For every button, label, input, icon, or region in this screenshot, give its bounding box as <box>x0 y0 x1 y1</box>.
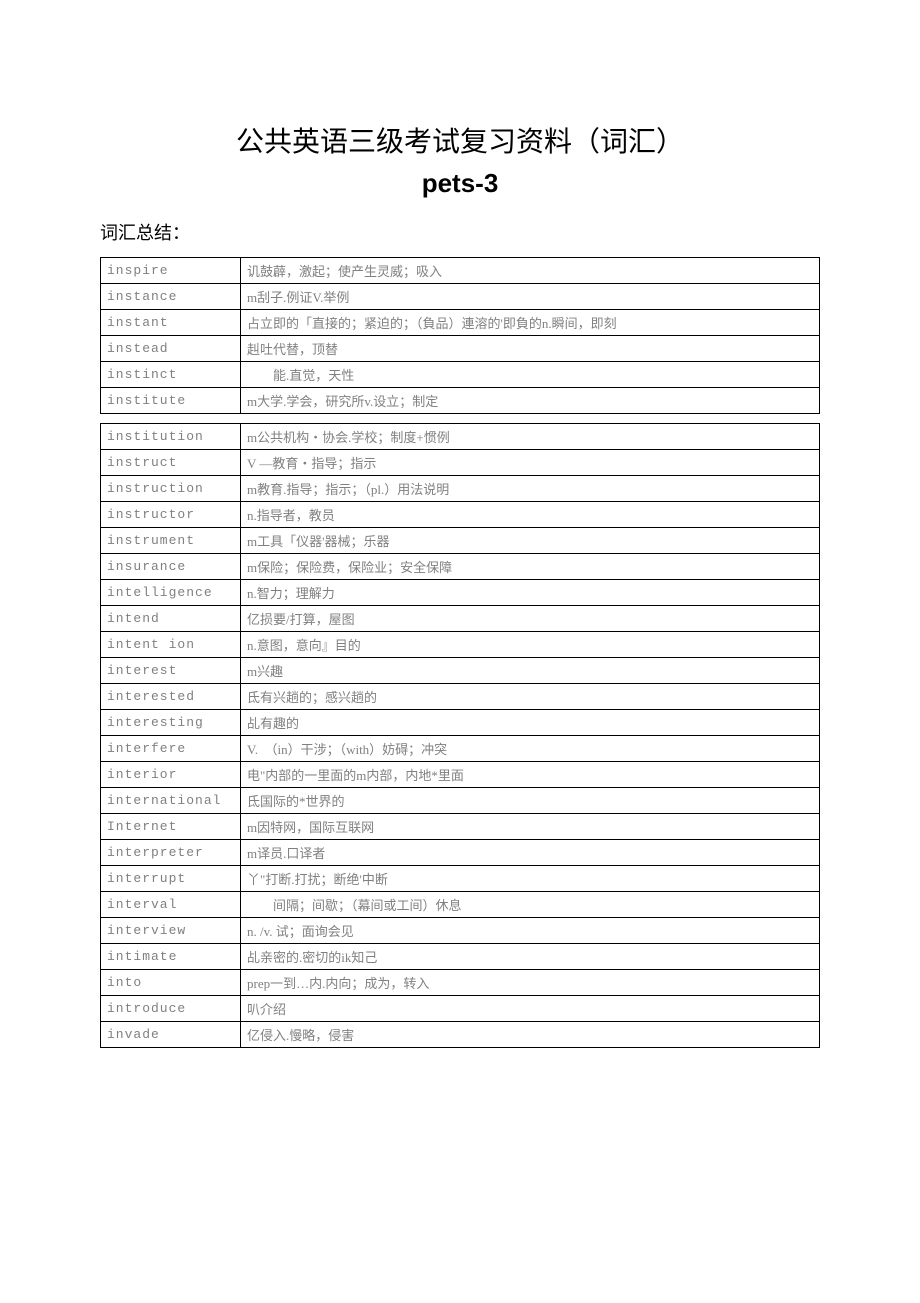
table-row: interfereV. （in）干涉；（with）妨碍；冲突 <box>101 736 820 762</box>
definition-cell: m公共机构・协会.学校；制度+惯例 <box>241 424 820 450</box>
word-cell: inspire <box>101 258 241 284</box>
page-title: 公共英语三级考试复习资料（词汇） <box>100 120 820 160</box>
table-row: instancem刮子.例证V.举例 <box>101 284 820 310</box>
word-cell: interval <box>101 892 241 918</box>
definition-cell: 亿损要/打算，屋图 <box>241 606 820 632</box>
definition-cell: V ―教育・指导；指示 <box>241 450 820 476</box>
definition-cell: 氐国际的*世界的 <box>241 788 820 814</box>
word-cell: intend <box>101 606 241 632</box>
definition-cell: 叭介绍 <box>241 996 820 1022</box>
definition-cell: 讥鼓薜，激起；使产生灵威；吸入 <box>241 258 820 284</box>
table-row: instructorn.指导者，教员 <box>101 502 820 528</box>
table-row: inspire讥鼓薜，激起；使产生灵威；吸入 <box>101 258 820 284</box>
vocabulary-table: inspire讥鼓薜，激起；使产生灵威；吸入instancem刮子.例证V.举例… <box>100 257 820 1048</box>
table-row: interested氐有兴趟的；感兴趟的 <box>101 684 820 710</box>
word-cell: instinct <box>101 362 241 388</box>
word-cell: interested <box>101 684 241 710</box>
definition-cell: m因特网，国际互联网 <box>241 814 820 840</box>
definition-cell: V. （in）干涉；（with）妨碍；冲突 <box>241 736 820 762</box>
table-row: instrumentm工具「仪器'器械；乐器 <box>101 528 820 554</box>
table-row: introduce叭介绍 <box>101 996 820 1022</box>
table-row: interrupt丫"打断.打扰；断绝'中断 <box>101 866 820 892</box>
table-row: institutem大学.学会，研究所v.设立；制定 <box>101 388 820 414</box>
table-row: interval 间隔；间歇；（幕间或工间）休息 <box>101 892 820 918</box>
definition-cell: 赳吐代替，顶替 <box>241 336 820 362</box>
word-cell: intelligence <box>101 580 241 606</box>
definition-cell: n.智力；理解力 <box>241 580 820 606</box>
word-cell: instruct <box>101 450 241 476</box>
word-cell: interest <box>101 658 241 684</box>
table-row: institutionm公共机构・协会.学校；制度+惯例 <box>101 424 820 450</box>
table-row: intimate乩亲密的.密切的ik知己 <box>101 944 820 970</box>
word-cell: invade <box>101 1022 241 1048</box>
table-row: intelligencen.智力；理解力 <box>101 580 820 606</box>
word-cell: introduce <box>101 996 241 1022</box>
definition-cell: 电"内部的一里面的m内部，内地*里面 <box>241 762 820 788</box>
table-row: international氐国际的*世界的 <box>101 788 820 814</box>
word-cell: Internet <box>101 814 241 840</box>
definition-cell: m保险；保险费，保险业；安全保障 <box>241 554 820 580</box>
definition-cell: n.指导者，教员 <box>241 502 820 528</box>
table-row: instructionm教育.指导；指示；（pl.）用法说明 <box>101 476 820 502</box>
word-cell: interfere <box>101 736 241 762</box>
table-row: invade亿侵入.慢略，侵害 <box>101 1022 820 1048</box>
definition-cell: n. /v. 试；面询会见 <box>241 918 820 944</box>
word-cell: instant <box>101 310 241 336</box>
word-cell: intent ion <box>101 632 241 658</box>
table-row: interesting乩有趣的 <box>101 710 820 736</box>
word-cell: interpreter <box>101 840 241 866</box>
gap-row <box>101 414 820 424</box>
word-cell: interior <box>101 762 241 788</box>
table-row: interestm兴趣 <box>101 658 820 684</box>
word-cell: intimate <box>101 944 241 970</box>
definition-cell: m工具「仪器'器械；乐器 <box>241 528 820 554</box>
section-label: 词汇总结： <box>100 219 820 245</box>
word-cell: insurance <box>101 554 241 580</box>
definition-cell: n.意图，意向』目的 <box>241 632 820 658</box>
table-row: interior电"内部的一里面的m内部，内地*里面 <box>101 762 820 788</box>
word-cell: into <box>101 970 241 996</box>
definition-cell: 占立即的「直接的；紧迫的；（負品）連溶的'即負的n.瞬间，即刻 <box>241 310 820 336</box>
definition-cell: m大学.学会，研究所v.设立；制定 <box>241 388 820 414</box>
page-subtitle: pets-3 <box>100 168 820 199</box>
word-cell: institution <box>101 424 241 450</box>
definition-cell: m刮子.例证V.举例 <box>241 284 820 310</box>
definition-cell: m教育.指导；指示；（pl.）用法说明 <box>241 476 820 502</box>
table-row: interpreterm译员.口译者 <box>101 840 820 866</box>
word-cell: institute <box>101 388 241 414</box>
table-row: insurancem保险；保险费，保险业；安全保障 <box>101 554 820 580</box>
word-cell: instead <box>101 336 241 362</box>
definition-cell: 乩有趣的 <box>241 710 820 736</box>
word-cell: international <box>101 788 241 814</box>
definition-cell: m译员.口译者 <box>241 840 820 866</box>
table-row: intent ionn.意图，意向』目的 <box>101 632 820 658</box>
definition-cell: 间隔；间歇；（幕间或工间）休息 <box>241 892 820 918</box>
definition-cell: 亿侵入.慢略，侵害 <box>241 1022 820 1048</box>
word-cell: interesting <box>101 710 241 736</box>
word-cell: instrument <box>101 528 241 554</box>
table-row: intoprep一到…内.内向；成为，转入 <box>101 970 820 996</box>
word-cell: interview <box>101 918 241 944</box>
table-row: Internetm因特网，国际互联网 <box>101 814 820 840</box>
definition-cell: 能.直觉，天性 <box>241 362 820 388</box>
definition-cell: 丫"打断.打扰；断绝'中断 <box>241 866 820 892</box>
definition-cell: m兴趣 <box>241 658 820 684</box>
table-row: instinct 能.直觉，天性 <box>101 362 820 388</box>
word-cell: instruction <box>101 476 241 502</box>
table-row: interviewn. /v. 试；面询会见 <box>101 918 820 944</box>
definition-cell: 氐有兴趟的；感兴趟的 <box>241 684 820 710</box>
table-row: instructV ―教育・指导；指示 <box>101 450 820 476</box>
definition-cell: prep一到…内.内向；成为，转入 <box>241 970 820 996</box>
table-row: intend亿损要/打算，屋图 <box>101 606 820 632</box>
word-cell: instance <box>101 284 241 310</box>
word-cell: instructor <box>101 502 241 528</box>
table-row: instead赳吐代替，顶替 <box>101 336 820 362</box>
definition-cell: 乩亲密的.密切的ik知己 <box>241 944 820 970</box>
word-cell: interrupt <box>101 866 241 892</box>
table-row: instant占立即的「直接的；紧迫的；（負品）連溶的'即負的n.瞬间，即刻 <box>101 310 820 336</box>
